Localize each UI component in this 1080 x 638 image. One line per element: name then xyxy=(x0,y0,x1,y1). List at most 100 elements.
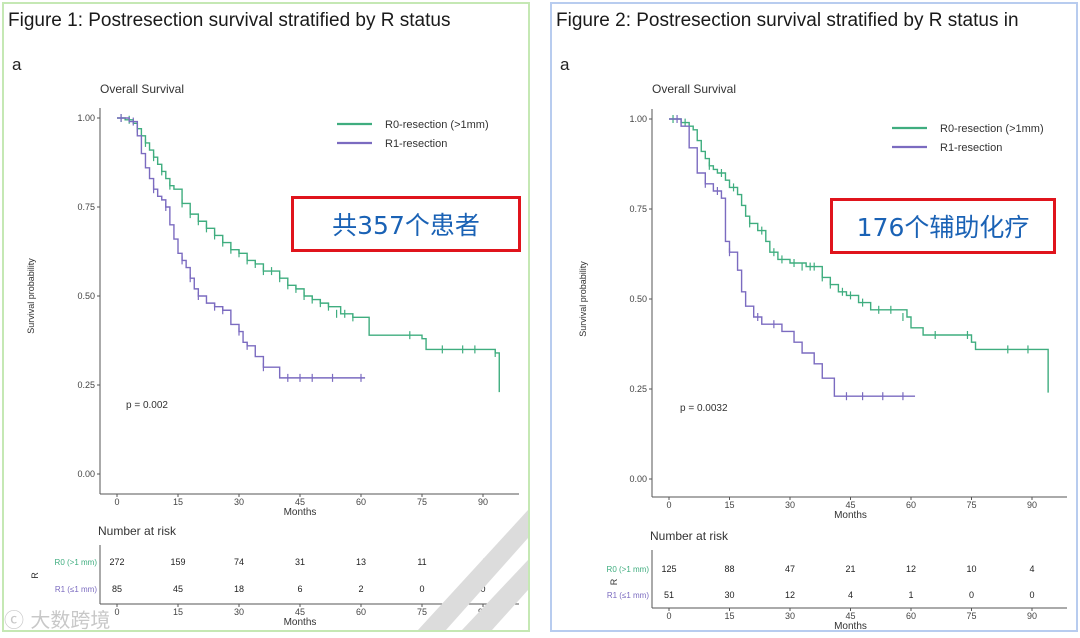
risk-value: 31 xyxy=(295,557,305,567)
legend-label: R1-resection xyxy=(940,142,1002,154)
risk-value: 85 xyxy=(112,584,122,594)
risk-value: 0 xyxy=(419,584,424,594)
x-tick-label: 0 xyxy=(666,500,671,510)
risk-x-tick-label: 45 xyxy=(295,607,305,617)
y-axis-label: Survival probability xyxy=(578,261,588,337)
x-tick-label: 60 xyxy=(356,497,366,507)
x-tick-label: 45 xyxy=(295,497,305,507)
risk-x-tick-label: 30 xyxy=(234,607,244,617)
risk-x-tick-label: 60 xyxy=(906,611,916,621)
risk-value: 12 xyxy=(906,564,916,574)
legend-label: R0-resection (>1mm) xyxy=(940,123,1044,135)
y-tick-label: 0.75 xyxy=(629,204,647,214)
risk-table-title: Number at risk xyxy=(98,524,177,538)
y-tick-label: 0.00 xyxy=(629,474,647,484)
risk-value: 4 xyxy=(848,590,853,600)
x-axis-label: Months xyxy=(284,507,317,518)
risk-value: 0 xyxy=(1029,590,1034,600)
legend-label: R1-resection xyxy=(385,138,447,150)
risk-value: 18 xyxy=(234,584,244,594)
risk-value: 51 xyxy=(664,590,674,600)
x-tick-label: 75 xyxy=(966,500,976,510)
x-tick-label: 30 xyxy=(785,500,795,510)
corner-stripes-decoration xyxy=(418,510,528,630)
figure-1-panel: Figure 1: Postresection survival stratif… xyxy=(2,2,530,632)
km-survival-chart: Overall Survival 0.00 0.25 0.50 0.75 1.00 Surv… xyxy=(578,82,1067,632)
p-value: p = 0.0032 xyxy=(680,403,728,414)
risk-value: 13 xyxy=(356,557,366,567)
risk-value: 0 xyxy=(969,590,974,600)
chart-title: Overall Survival xyxy=(100,82,184,96)
x-tick-label: 45 xyxy=(845,500,855,510)
risk-value: 272 xyxy=(109,557,124,567)
risk-x-tick-label: 75 xyxy=(417,607,427,617)
risk-value: 30 xyxy=(724,590,734,600)
risk-value: 125 xyxy=(661,564,676,574)
risk-row-label: R0 (>1 mm) xyxy=(607,565,650,574)
risk-value: 45 xyxy=(173,584,183,594)
y-tick-label: 0.25 xyxy=(77,380,95,390)
y-tick-label: 1.00 xyxy=(629,114,647,124)
risk-value: 1 xyxy=(908,590,913,600)
x-tick-label: 30 xyxy=(234,497,244,507)
y-tick-label: 0.50 xyxy=(629,294,647,304)
x-tick-label: 90 xyxy=(478,497,488,507)
y-tick-label: 0.25 xyxy=(629,384,647,394)
risk-x-tick-label: 15 xyxy=(173,607,183,617)
risk-value: 6 xyxy=(297,584,302,594)
y-axis-label: Survival probability xyxy=(26,258,36,334)
risk-x-axis-label: Months xyxy=(834,621,867,632)
y-tick-label: 0.00 xyxy=(77,469,95,479)
y-tick-label: 0.75 xyxy=(77,202,95,212)
risk-x-tick-label: 0 xyxy=(114,607,119,617)
risk-value: 10 xyxy=(966,564,976,574)
risk-value: 88 xyxy=(724,564,734,574)
risk-x-tick-label: 0 xyxy=(666,611,671,621)
risk-row-label: R1 (≤1 mm) xyxy=(607,591,650,600)
risk-value: 4 xyxy=(1029,564,1034,574)
risk-value: 2 xyxy=(358,584,363,594)
risk-x-axis-label: Months xyxy=(284,617,317,628)
risk-value: 21 xyxy=(845,564,855,574)
watermark: ⓒ 大数跨境 xyxy=(4,604,111,632)
risk-value: 74 xyxy=(234,557,244,567)
camera-logo-icon: ⓒ xyxy=(4,608,24,632)
risk-value: 12 xyxy=(785,590,795,600)
km-survival-chart: Overall Survival 0.00 0.25 0.50 0.75 1.00 Surv… xyxy=(26,82,519,628)
figure-2-panel: Figure 2: Postresection survival stratif… xyxy=(550,2,1078,632)
risk-x-tick-label: 45 xyxy=(845,611,855,621)
panel-letter: a xyxy=(12,55,22,74)
p-value: p = 0.002 xyxy=(126,400,168,411)
risk-value: 159 xyxy=(170,557,185,567)
panel-letter: a xyxy=(560,55,570,74)
risk-row-label: R1 (≤1 mm) xyxy=(55,585,98,594)
survival-curve-r1 xyxy=(669,118,916,397)
x-tick-label: 0 xyxy=(114,497,119,507)
risk-strata-label: R xyxy=(609,578,619,585)
figure-title: Figure 1: Postresection survival stratif… xyxy=(8,10,451,31)
y-tick-label: 1.00 xyxy=(77,113,95,123)
risk-table-title: Number at risk xyxy=(650,529,729,543)
risk-strata-label: R xyxy=(30,572,40,579)
watermark-text: 大数跨境 xyxy=(30,608,111,632)
chart-title: Overall Survival xyxy=(652,82,736,96)
risk-row-label: R0 (>1 mm) xyxy=(55,558,98,567)
risk-x-tick-label: 60 xyxy=(356,607,366,617)
x-tick-label: 90 xyxy=(1027,500,1037,510)
x-tick-label: 15 xyxy=(724,500,734,510)
patient-count-callout: 共357个患者 xyxy=(291,196,521,252)
survival-curve-r0 xyxy=(669,118,1049,393)
risk-value: 0 xyxy=(480,584,485,594)
x-tick-label: 15 xyxy=(173,497,183,507)
risk-value: 47 xyxy=(785,564,795,574)
legend-label: R0-resection (>1mm) xyxy=(385,119,489,131)
risk-x-tick-label: 90 xyxy=(1027,611,1037,621)
y-tick-label: 0.50 xyxy=(77,291,95,301)
x-axis-label: Months xyxy=(834,510,867,521)
risk-x-tick-label: 75 xyxy=(966,611,976,621)
figure-title: Figure 2: Postresection survival stratif… xyxy=(556,10,1019,31)
x-tick-label: 75 xyxy=(417,497,427,507)
risk-x-tick-label: 15 xyxy=(724,611,734,621)
x-tick-label: 60 xyxy=(906,500,916,510)
risk-x-tick-label: 30 xyxy=(785,611,795,621)
